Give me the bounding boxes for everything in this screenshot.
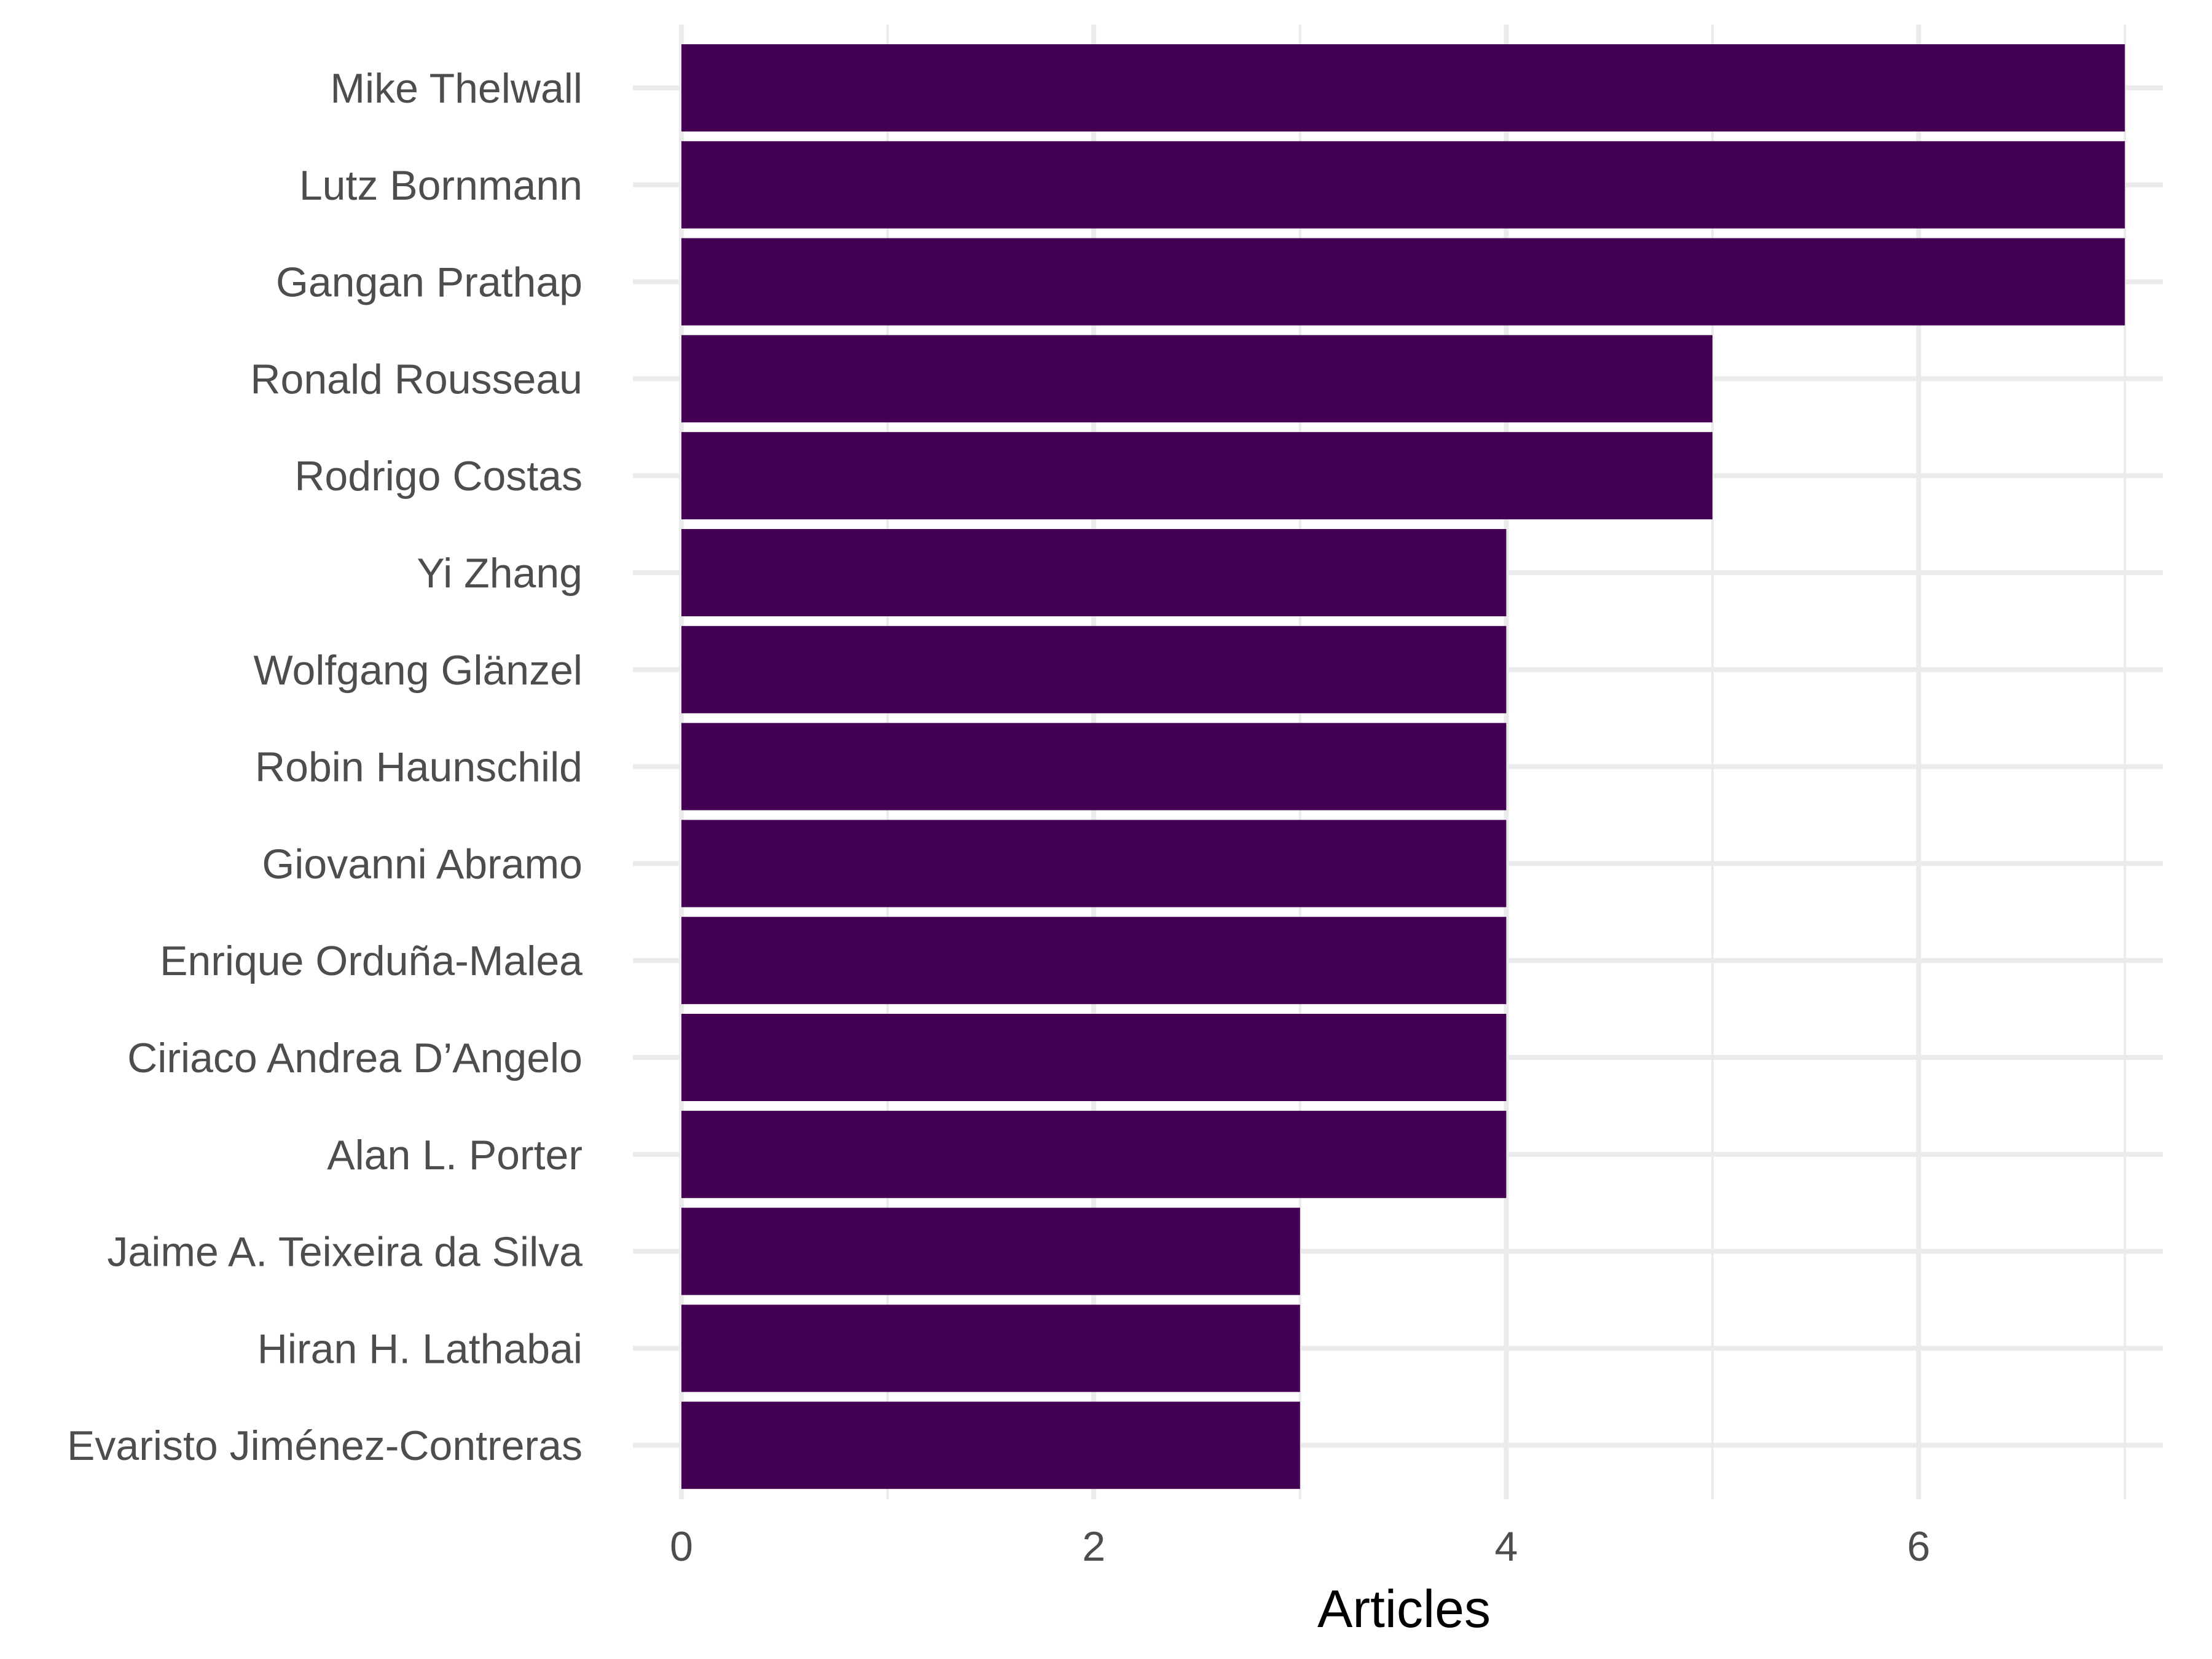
bar xyxy=(681,723,1507,810)
category-label: Wolfgang Glänzel xyxy=(254,647,583,694)
bar xyxy=(681,1304,1300,1392)
bar xyxy=(681,529,1507,616)
category-label: Yi Zhang xyxy=(417,550,582,597)
category-label: Alan L. Porter xyxy=(327,1132,582,1179)
category-label: Rodrigo Costas xyxy=(294,453,582,500)
bar xyxy=(681,917,1507,1005)
bar xyxy=(681,626,1507,713)
category-label: Giovanni Abramo xyxy=(262,841,582,887)
category-label: Gangan Prathap xyxy=(276,259,582,306)
bar xyxy=(681,1207,1300,1295)
category-label: Enrique Orduña-Malea xyxy=(160,938,582,984)
bar xyxy=(681,820,1507,908)
bar xyxy=(681,1402,1300,1489)
bar xyxy=(681,141,2125,229)
category-labels: Mike Thelwall Lutz Bornmann Gangan Prathap… xyxy=(67,65,582,1469)
bar xyxy=(681,335,1712,423)
bar xyxy=(681,238,2125,326)
bar xyxy=(681,432,1712,520)
category-label: Lutz Bornmann xyxy=(299,162,582,209)
bar xyxy=(681,44,2125,131)
category-label: Robin Haunschild xyxy=(255,744,582,791)
category-label: Ronald Rousseau xyxy=(250,356,582,402)
category-label: Jaime A. Teixeira da Silva xyxy=(107,1229,582,1276)
x-tick-label: 6 xyxy=(1907,1523,1931,1570)
bars xyxy=(681,44,2125,1489)
category-label: Mike Thelwall xyxy=(330,65,582,112)
x-tick-label: 2 xyxy=(1082,1523,1105,1570)
bar xyxy=(681,1110,1507,1198)
category-label: Hiran H. Lathabai xyxy=(257,1325,582,1372)
x-axis-title: Articles xyxy=(1317,1580,1491,1639)
x-tick-labels: 0 2 4 6 xyxy=(670,1523,1930,1570)
category-label: Ciriaco Andrea D’Angelo xyxy=(127,1035,582,1081)
x-tick-label: 4 xyxy=(1494,1523,1518,1570)
x-tick-label: 0 xyxy=(670,1523,693,1570)
bar xyxy=(681,1014,1507,1101)
category-label: Evaristo Jiménez-Contreras xyxy=(67,1422,582,1469)
